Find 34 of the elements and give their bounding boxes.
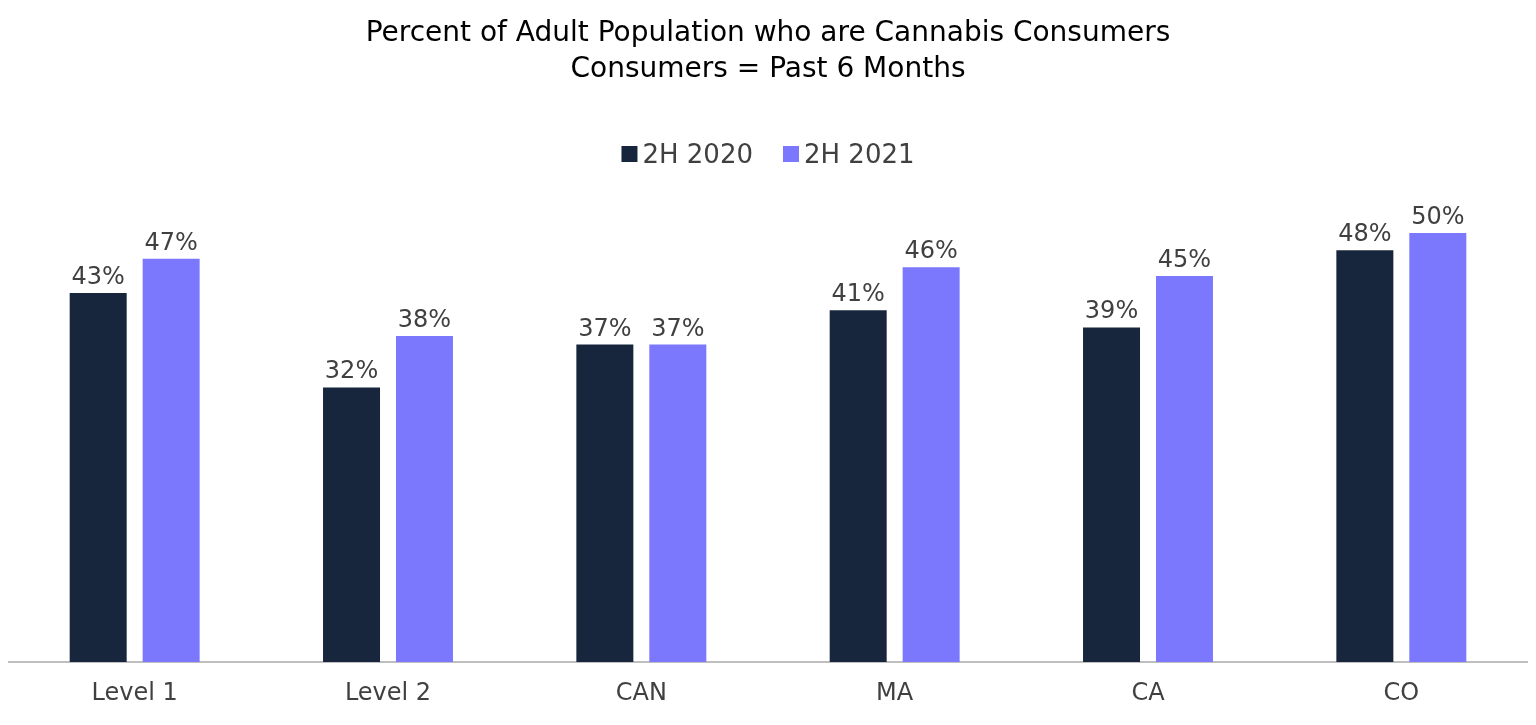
x-tick-label: Level 1 <box>91 678 178 706</box>
data-label: 39% <box>1084 296 1139 325</box>
x-tick-label: Level 2 <box>344 678 432 706</box>
x-tick-label: CO <box>1383 678 1420 706</box>
data-label: 46% <box>904 236 958 265</box>
data-label: 50% <box>1411 202 1465 230</box>
data-label: 48% <box>1338 219 1392 248</box>
data-label: 41% <box>831 279 885 308</box>
legend-label: 2H 2021 <box>804 139 915 169</box>
bar <box>576 344 634 662</box>
bar <box>142 258 200 662</box>
x-tick-label: MA <box>876 678 914 706</box>
chart-title: Percent of Adult Population who are Cannabis Consumers <box>365 14 1171 48</box>
data-label: 37% <box>578 313 632 342</box>
data-label: 43% <box>71 262 125 291</box>
bar <box>1336 250 1394 662</box>
data-label: 32% <box>324 356 379 385</box>
bar <box>323 387 381 662</box>
bar <box>1409 233 1467 662</box>
data-label: 38% <box>397 304 452 333</box>
x-tick-label: CA <box>1131 678 1166 706</box>
bar <box>1155 275 1213 662</box>
data-label: 37% <box>651 313 705 342</box>
bar <box>649 344 707 662</box>
bar <box>902 267 960 662</box>
bar <box>829 310 887 662</box>
chart-subtitle: Consumers = Past 6 Months <box>570 50 966 84</box>
bar <box>69 293 127 662</box>
bar <box>1083 327 1141 662</box>
legend-label: 2H 2020 <box>642 139 754 169</box>
data-label: 47% <box>144 227 198 256</box>
bar <box>395 335 453 662</box>
x-tick-label: CAN <box>615 678 667 706</box>
data-label: 45% <box>1157 244 1212 273</box>
